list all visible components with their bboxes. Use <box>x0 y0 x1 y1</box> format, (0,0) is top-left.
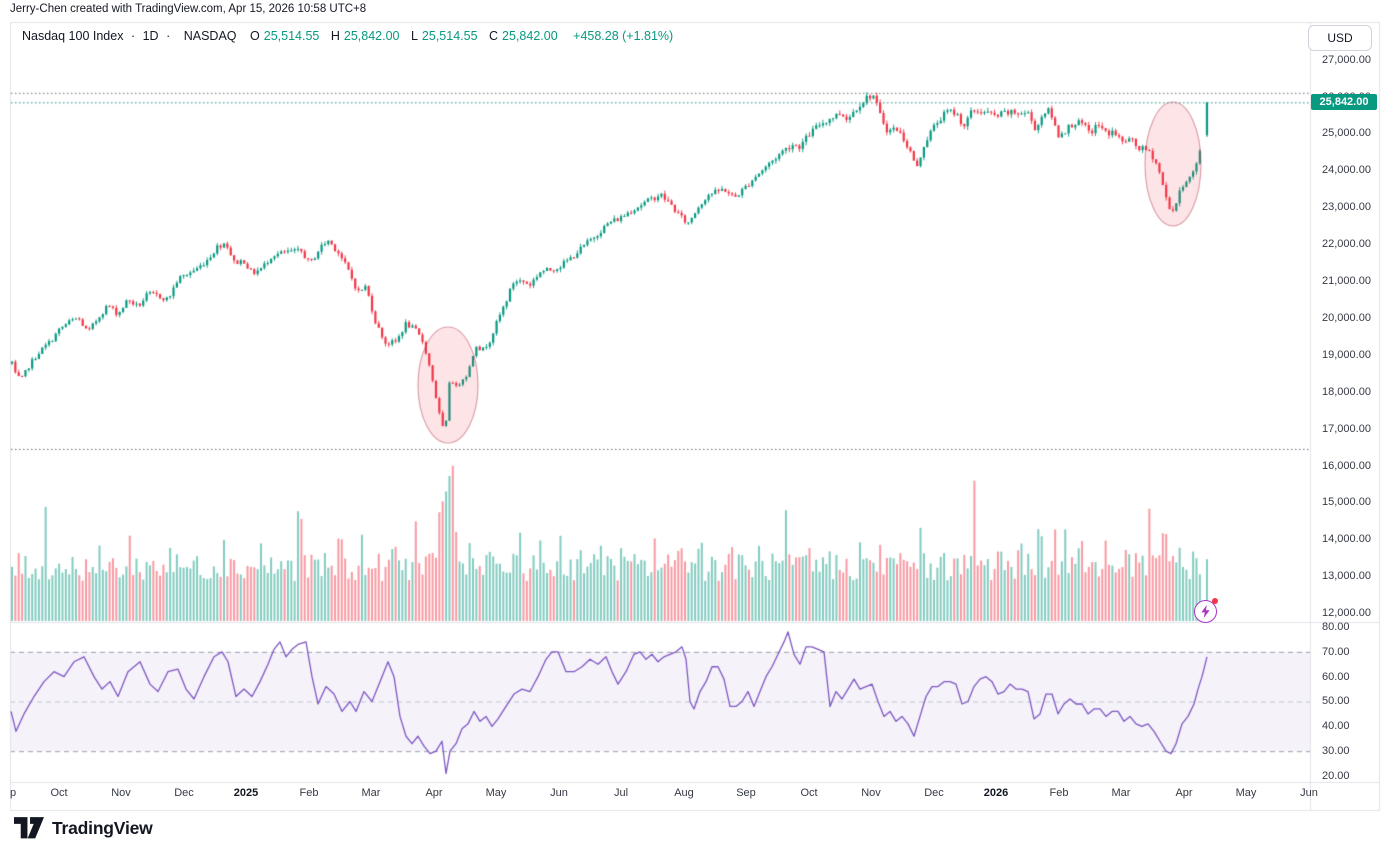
tradingview-logo-text: TradingView <box>52 817 153 838</box>
pattern-flash-icon[interactable] <box>1194 598 1218 623</box>
notification-dot <box>1212 598 1218 604</box>
axis-time-label: Jul <box>613 787 629 799</box>
tradingview-logo[interactable]: TradingView <box>14 817 153 839</box>
axis-time-label: Mar <box>361 787 381 799</box>
timeframe-label[interactable]: 1D <box>142 29 159 43</box>
axis-time-label: May <box>1235 787 1257 799</box>
axis-price-label: 20,000.00 <box>1322 311 1371 324</box>
axis-time-label: Nov <box>111 787 131 799</box>
axis-price-label: 22,000.00 <box>1322 238 1371 251</box>
axis-price-label: 70.00 <box>1322 645 1350 658</box>
change-value: +458.28 (+1.81%) <box>573 29 674 43</box>
axis-price-label: 24,000.00 <box>1322 164 1371 177</box>
axis-price-label: 20.00 <box>1322 769 1350 782</box>
axis-price-label: 30.00 <box>1322 745 1350 758</box>
low-value: 25,514.55 <box>421 29 478 43</box>
axis-price-label: 50.00 <box>1322 695 1350 708</box>
axis-time-label: Dec <box>174 787 194 799</box>
axis-time-label: Apr <box>1175 787 1193 799</box>
axis-price-label: 15,000.00 <box>1322 496 1371 509</box>
axis-price-label: 19,000.00 <box>1322 348 1371 361</box>
last-price-badge: 25,842.00 <box>1311 94 1377 111</box>
axis-time-label: 2026 <box>983 787 1009 799</box>
axis-time-label: Aug <box>674 787 694 799</box>
currency-usd-button[interactable]: USD <box>1308 25 1372 51</box>
axis-price-label: 16,000.00 <box>1322 459 1371 472</box>
axis-price-label: 27,000.00 <box>1322 53 1371 66</box>
exchange-label: NASDAQ <box>183 29 237 43</box>
axis-price-label: 60.00 <box>1322 670 1350 683</box>
close-label: C 25,842.00 <box>489 29 558 43</box>
axis-time-label: Feb <box>1049 787 1069 799</box>
tradingview-mark-icon <box>14 817 44 839</box>
axis-time-label: Dec <box>924 787 944 799</box>
axis-time-label: 2025 <box>233 787 259 799</box>
axis-price-label: 23,000.00 <box>1322 201 1371 214</box>
symbol-title[interactable]: Nasdaq 100 Index <box>22 29 124 43</box>
axis-time-label: May <box>485 787 507 799</box>
lightning-bolt-icon <box>1201 605 1210 618</box>
legend-separator: · <box>130 29 136 43</box>
legend-separator: · <box>166 29 171 43</box>
axis-time-label: Jun <box>550 787 568 799</box>
axis-price-label: 13,000.00 <box>1322 570 1371 583</box>
open-value: 25,514.55 <box>263 29 320 43</box>
axis-time-label: Apr <box>425 787 443 799</box>
chart-legend: Nasdaq 100 Index · 1D · NASDAQ O 25,514.5… <box>22 29 677 43</box>
close-value: 25,842.00 <box>502 29 558 43</box>
high-value: 25,842.00 <box>343 29 400 43</box>
axis-price-label: 12,000.00 <box>1322 607 1371 620</box>
axis-price-label: 21,000.00 <box>1322 275 1371 287</box>
axis-time-label: p <box>9 787 17 799</box>
axis-price-label: 40.00 <box>1322 720 1350 733</box>
axis-time-label: Mar <box>1111 787 1131 799</box>
attribution-text: Jerry-Chen created with TradingView.com,… <box>10 3 367 15</box>
axis-price-label: 25,000.00 <box>1322 127 1371 140</box>
axis-time-label: Sep <box>736 787 756 799</box>
axis-time-label: Jun <box>1300 787 1318 799</box>
axis-time-label: Oct <box>800 787 818 799</box>
axis-time-label: Feb <box>299 787 319 799</box>
axis-time-label: Oct <box>50 787 68 799</box>
axis-price-label: 17,000.00 <box>1322 422 1371 435</box>
high-label: H 25,842.00 <box>330 29 400 43</box>
low-label: L 25,514.55 <box>410 29 478 43</box>
open-label: O 25,514.55 <box>250 29 320 43</box>
axis-time-label: Nov <box>861 787 881 799</box>
axis-price-label: 14,000.00 <box>1322 533 1371 546</box>
axis-price-label: 18,000.00 <box>1322 385 1371 398</box>
axis-price-label: 80.00 <box>1322 621 1350 633</box>
